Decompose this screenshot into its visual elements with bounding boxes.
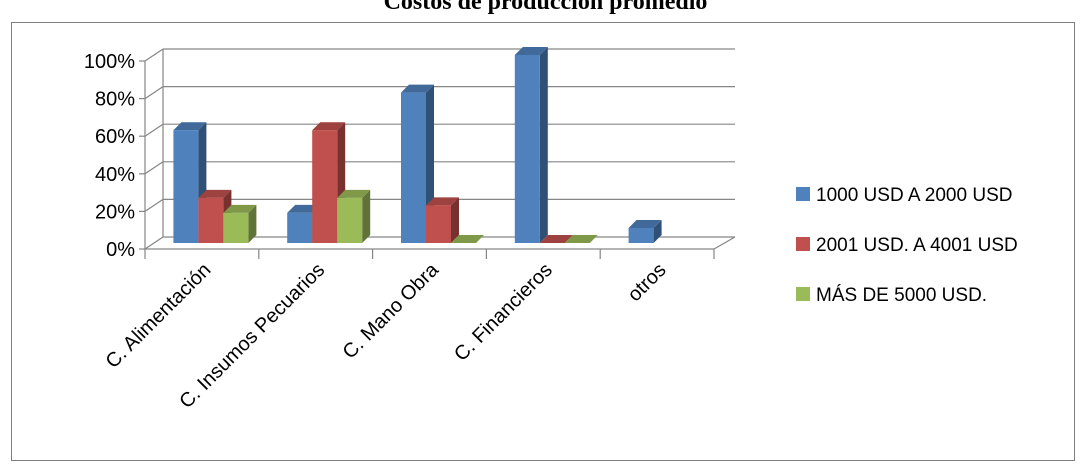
gridline-depth <box>144 123 164 137</box>
y-tick-label: 80% <box>95 89 135 111</box>
bar-front <box>312 130 338 243</box>
bar-top <box>628 219 662 228</box>
category-label: C. Mano Obra <box>339 258 444 363</box>
bar-front <box>287 212 313 243</box>
bar-front <box>628 227 654 243</box>
bar-front <box>426 205 451 243</box>
bar <box>223 204 257 243</box>
bar-top <box>337 189 371 198</box>
bar <box>628 219 662 243</box>
category-label: C. Alimentación <box>102 259 216 373</box>
bar-top <box>173 122 207 131</box>
y-tick-label: 20% <box>95 201 135 223</box>
bar <box>451 235 484 243</box>
bar-top <box>312 122 346 131</box>
bar-side <box>451 197 459 243</box>
y-tick-label: 100% <box>84 51 135 73</box>
bar <box>539 235 573 243</box>
bar-side <box>362 189 371 243</box>
bar-top <box>401 84 434 93</box>
bar-top <box>514 47 548 55</box>
bar-top <box>539 235 573 243</box>
gridline-depth <box>144 86 164 100</box>
gridline-depth <box>144 236 164 250</box>
bar-side <box>539 47 548 243</box>
bar <box>514 47 548 243</box>
bar-top <box>426 197 459 206</box>
bar-top <box>451 235 484 243</box>
category-label: otros <box>624 259 671 306</box>
legend-label: 1000 USD A 2000 USD <box>816 185 1012 206</box>
bar-front <box>173 130 199 243</box>
bar-front <box>401 92 426 243</box>
chart-title: Costos de producción promedio <box>383 0 708 15</box>
bar-top <box>198 189 232 198</box>
legend: 1000 USD A 2000 USD 2001 USD. A 4001 USD M… <box>796 185 1018 306</box>
legend-swatch <box>796 287 810 301</box>
y-tick-label: 60% <box>95 126 135 148</box>
bar <box>564 235 598 243</box>
legend-label: MÁS DE 5000 USD. <box>816 285 987 306</box>
gridline-depth <box>144 161 164 175</box>
y-tick-label: 40% <box>95 164 135 186</box>
bar-top <box>564 235 598 243</box>
floor-right-edge <box>713 236 736 250</box>
bar <box>337 189 371 243</box>
bar-front <box>223 212 249 243</box>
bar-front <box>198 197 224 243</box>
bar-front <box>337 197 363 243</box>
y-tick-label: 0% <box>106 239 135 261</box>
bar <box>287 204 321 243</box>
legend-label: 2001 USD. A 4001 USD <box>816 235 1018 256</box>
bar-front <box>514 55 540 243</box>
gridline-depth <box>144 198 164 212</box>
gridline-depth <box>144 48 164 62</box>
bar-top <box>287 204 321 213</box>
category-label: C. Financieros <box>450 259 557 366</box>
legend-swatch <box>796 187 810 201</box>
bar-side <box>653 219 662 243</box>
bar <box>426 197 459 243</box>
bar-side <box>248 204 257 243</box>
legend-swatch <box>796 237 810 251</box>
bars <box>173 47 662 243</box>
bar-top <box>223 204 257 213</box>
